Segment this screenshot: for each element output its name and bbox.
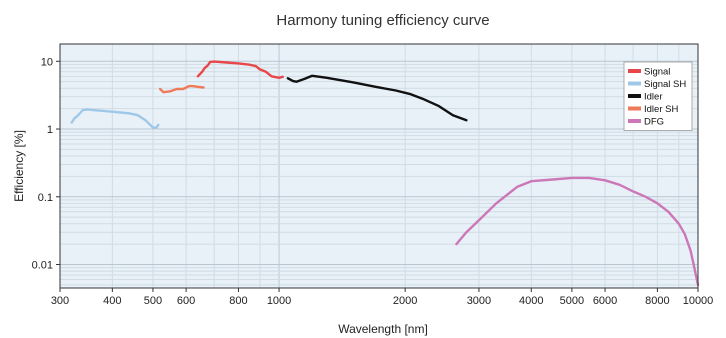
y-axis-ticks: 0.01 0.1 1 10	[32, 56, 60, 272]
x-tick-label: 400	[103, 295, 121, 307]
x-axis-ticks: 300 400 500 600 800 1000 2000 3000 4000 5000 6000 8…	[51, 288, 713, 307]
series-line-idler-sh	[158, 84, 205, 94]
x-tick-label: 500	[144, 295, 162, 307]
legend-label: Signal	[644, 67, 670, 78]
series-line-signal-sh	[70, 108, 160, 129]
x-tick-label: 600	[177, 295, 195, 307]
plot-border	[59, 43, 699, 289]
x-tick-label: 800	[229, 295, 247, 307]
y-tick-label: 0.1	[38, 192, 53, 204]
y-tick-label: 0.01	[32, 260, 53, 272]
gridlines	[59, 44, 699, 288]
plot-frame	[59, 43, 699, 289]
legend-label: Idler SH	[644, 104, 678, 115]
series-line-signal	[196, 60, 284, 80]
legend-label: DFG	[644, 117, 664, 128]
x-tick-label: 3000	[467, 295, 491, 307]
legend-label: Idler	[644, 92, 662, 103]
x-tick-label: 10000	[683, 295, 714, 307]
x-tick-label: 300	[51, 295, 69, 307]
chart-title: Harmony tuning efficiency curve	[276, 12, 489, 29]
x-tick-label: 1000	[267, 295, 291, 307]
series-line-dfg	[455, 176, 700, 287]
x-axis-label: Wavelength [nm]	[338, 322, 428, 336]
x-tick-label: 8000	[645, 295, 669, 307]
series-layer	[70, 60, 700, 287]
x-tick-label: 5000	[560, 295, 584, 307]
series-line-idler	[286, 74, 468, 122]
x-tick-label: 4000	[519, 295, 543, 307]
x-tick-label: 2000	[393, 295, 417, 307]
plot-area	[60, 44, 698, 288]
plot-background	[60, 44, 698, 288]
y-tick-label: 10	[41, 56, 53, 68]
legend-label: Signal SH	[644, 79, 686, 90]
y-tick-label: 1	[47, 124, 53, 136]
x-tick-label: 6000	[593, 295, 617, 307]
y-axis-label: Efficiency [%]	[12, 130, 26, 202]
